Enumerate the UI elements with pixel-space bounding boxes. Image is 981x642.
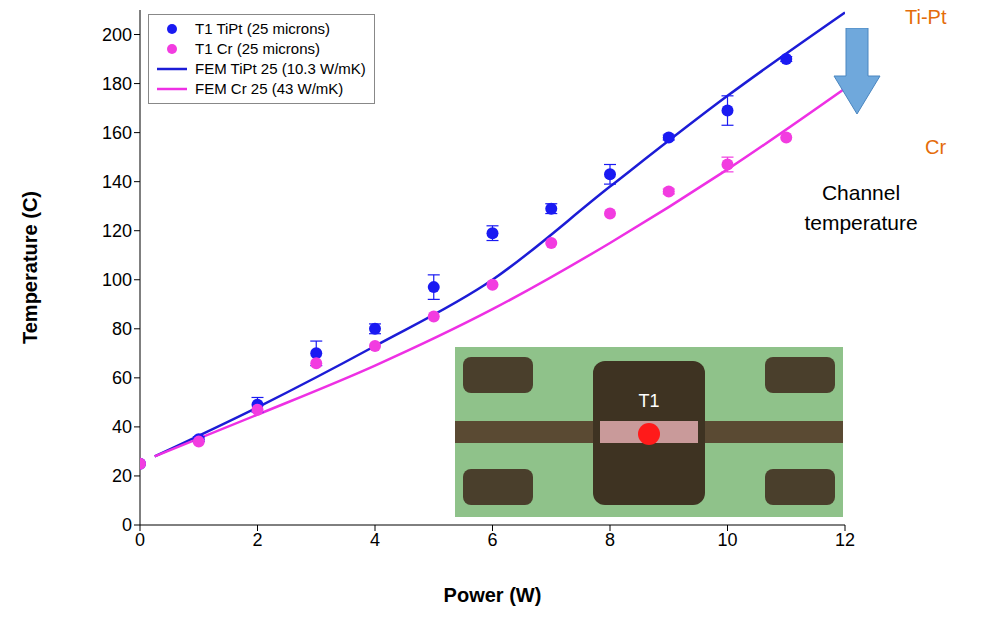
svg-text:80: 80: [112, 319, 132, 339]
html-text:FEM TiPt 25 (10.3 W/mK): FEM TiPt 25 (10.3 W/mK): [195, 60, 366, 77]
svg-text:100: 100: [102, 270, 132, 290]
html-text:Channel temperature: Channel temperature: [804, 181, 918, 234]
svg-text:10: 10: [717, 530, 737, 550]
svg-text:Temperature (C): Temperature (C): [19, 191, 41, 344]
svg-text:20: 20: [112, 466, 132, 486]
svg-text:0: 0: [135, 530, 145, 550]
svg-text:12: 12: [835, 530, 855, 550]
svg-text:160: 160: [102, 123, 132, 143]
html-text:Ti-Pt: Ti-Pt: [905, 6, 947, 28]
svg-text:6: 6: [487, 530, 497, 550]
svg-text:2: 2: [252, 530, 262, 550]
html-text:T1: T1: [638, 391, 660, 411]
svg-text:180: 180: [102, 74, 132, 94]
svg-text:120: 120: [102, 221, 132, 241]
html-text:FEM Cr 25 (43 W/mK): FEM Cr 25 (43 W/mK): [195, 80, 344, 97]
html-text:Cr: Cr: [925, 136, 947, 158]
svg-text:140: 140: [102, 172, 132, 192]
svg-text:8: 8: [605, 530, 615, 550]
svg-text:200: 200: [102, 25, 132, 45]
svg-text:40: 40: [112, 417, 132, 437]
html-text:T1 Cr (25 microns): T1 Cr (25 microns): [195, 40, 320, 57]
html-text:T1 TiPt (25 microns): T1 TiPt (25 microns): [195, 20, 330, 37]
svg-text:4: 4: [370, 530, 380, 550]
svg-text:0: 0: [122, 515, 132, 535]
svg-text:60: 60: [112, 368, 132, 388]
svg-text:Power (W): Power (W): [444, 584, 542, 606]
